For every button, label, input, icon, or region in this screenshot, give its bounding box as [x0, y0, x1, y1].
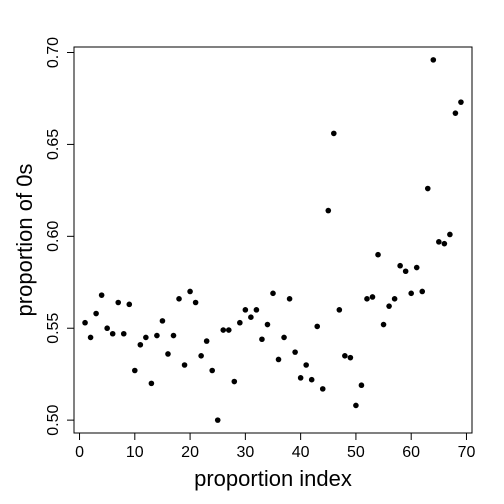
data-point — [120, 330, 127, 337]
data-point — [281, 334, 287, 341]
data-point — [137, 341, 144, 348]
y-axis: 0.50 0.55 0.60 0.65 0.70 — [45, 37, 75, 436]
data-point — [441, 240, 448, 247]
data-point — [231, 378, 238, 385]
data-point — [170, 332, 177, 339]
data-point — [292, 349, 298, 355]
data-point — [93, 310, 99, 317]
data-point — [452, 110, 459, 116]
data-point — [275, 356, 282, 363]
x-tick-label: 10 — [126, 444, 144, 461]
plot-frame — [73, 46, 473, 434]
data-point — [248, 314, 254, 321]
data-point — [458, 99, 464, 105]
data-point — [192, 299, 199, 306]
data-point — [270, 290, 276, 297]
data-point — [397, 262, 403, 269]
data-point — [336, 307, 343, 313]
data-point — [375, 251, 381, 258]
data-point — [154, 332, 160, 339]
data-point — [220, 327, 227, 333]
data-point — [331, 130, 337, 137]
data-point — [391, 296, 398, 302]
data-point — [259, 336, 265, 343]
data-point — [242, 307, 249, 313]
data-point — [198, 353, 204, 359]
data-point — [325, 207, 332, 214]
data-point — [181, 362, 188, 368]
y-tick-label: 0.65 — [45, 129, 62, 160]
data-point — [87, 334, 94, 341]
data-point — [447, 231, 453, 238]
data-point — [380, 321, 387, 328]
data-point — [98, 292, 105, 298]
data-point — [159, 318, 166, 324]
data-point — [165, 351, 171, 357]
x-tick-label: 60 — [402, 444, 420, 461]
y-tick-label: 0.60 — [45, 221, 62, 252]
data-point — [319, 386, 326, 392]
data-point — [104, 325, 110, 332]
data-point — [364, 296, 370, 302]
data-point — [353, 402, 359, 409]
x-tick-label: 20 — [181, 444, 199, 461]
data-point — [419, 288, 426, 295]
data-point — [214, 417, 221, 423]
x-tick-label: 70 — [458, 444, 476, 461]
data-point — [264, 321, 271, 328]
x-tick-label: 40 — [292, 444, 310, 461]
x-tick-label: 0 — [75, 444, 84, 461]
data-point — [386, 303, 392, 309]
data-point — [424, 185, 431, 192]
data-point — [342, 353, 348, 359]
data-point — [109, 330, 116, 337]
y-tick-label: 0.55 — [45, 313, 62, 344]
x-axis-title: proportion index — [194, 466, 352, 491]
data-point — [358, 382, 365, 389]
data-point — [132, 367, 138, 374]
data-point — [297, 375, 304, 381]
data-point — [303, 362, 309, 368]
data-point — [253, 307, 260, 313]
data-point — [209, 367, 215, 374]
data-point — [408, 290, 414, 297]
x-tick-label: 50 — [347, 444, 365, 461]
data-point — [436, 239, 442, 245]
data-point — [82, 319, 88, 326]
y-tick-label: 0.70 — [45, 37, 62, 68]
data-point — [430, 57, 437, 63]
data-point — [115, 299, 122, 306]
data-point — [126, 301, 133, 308]
data-point — [308, 376, 315, 383]
data-point — [176, 296, 182, 302]
data-point — [369, 294, 376, 300]
data-point — [237, 319, 243, 326]
data-point — [347, 354, 354, 361]
data-point — [402, 268, 409, 275]
y-tick-label: 0.50 — [45, 404, 62, 435]
data-point — [143, 334, 149, 341]
data-point — [187, 288, 193, 295]
y-axis-title: proportion of 0s — [12, 164, 37, 317]
data-point — [286, 296, 293, 302]
data-point — [203, 338, 210, 344]
data-points — [82, 57, 464, 423]
data-point — [225, 327, 232, 333]
data-point — [413, 264, 420, 271]
data-point — [148, 380, 155, 387]
x-tick-label: 30 — [236, 444, 254, 461]
x-axis: 0 10 20 30 40 50 60 70 — [75, 432, 476, 461]
data-point — [314, 323, 321, 330]
